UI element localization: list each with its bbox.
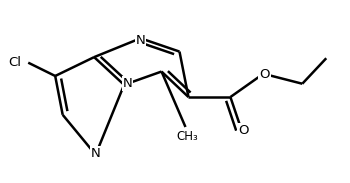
Text: CH₃: CH₃ <box>176 130 198 143</box>
Text: N: N <box>123 77 133 90</box>
Text: O: O <box>238 124 249 137</box>
Text: N: N <box>91 147 100 160</box>
Text: O: O <box>259 68 270 81</box>
Text: Cl: Cl <box>8 56 21 69</box>
Text: N: N <box>136 34 146 47</box>
